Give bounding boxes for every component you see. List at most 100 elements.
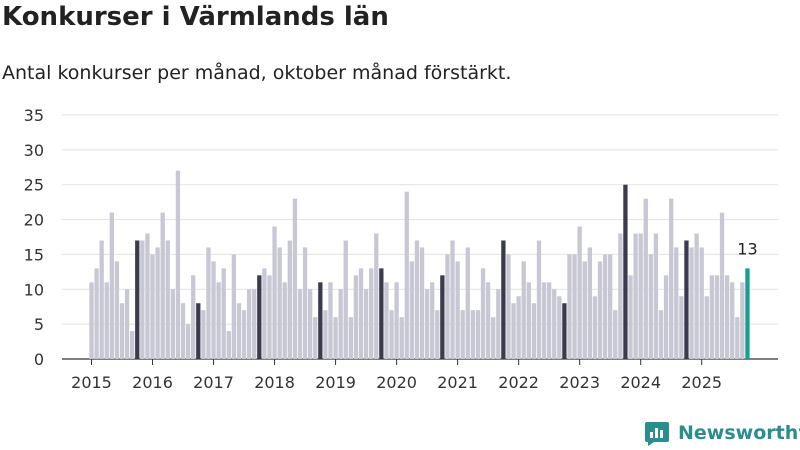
bar [455, 261, 460, 359]
bar [272, 226, 277, 359]
bar [435, 310, 440, 359]
bar [562, 303, 567, 359]
x-tick-label: 2020 [376, 373, 417, 392]
bar [547, 282, 552, 359]
bar [262, 268, 267, 359]
x-tick-label: 2025 [681, 373, 722, 392]
bar [730, 282, 735, 359]
bar [267, 275, 272, 359]
bar [302, 247, 308, 359]
bar [313, 317, 318, 359]
bar [206, 247, 211, 359]
bar [333, 317, 338, 359]
bar [577, 226, 582, 359]
x-tick-label: 2019 [315, 373, 356, 392]
bar [669, 198, 674, 359]
bar [292, 198, 298, 359]
bar [511, 303, 516, 359]
bar [714, 275, 720, 359]
bar [114, 261, 120, 359]
bar [745, 268, 750, 359]
bar [241, 310, 247, 359]
bar [724, 275, 730, 359]
bar [638, 233, 643, 359]
bar [608, 254, 613, 359]
bar [363, 289, 369, 359]
bar [740, 282, 745, 359]
bar [623, 184, 628, 359]
bar [124, 289, 130, 359]
bar [348, 317, 353, 359]
bar [191, 275, 196, 359]
bar [160, 212, 165, 359]
bar [602, 254, 608, 359]
bar [308, 289, 313, 359]
bar [196, 303, 201, 359]
bar [526, 282, 531, 359]
newsworthy-logo: Newsworthy [644, 420, 800, 446]
bar [409, 261, 415, 359]
bar [597, 261, 603, 359]
bar [328, 282, 333, 359]
bar [475, 310, 481, 359]
bar [465, 247, 470, 359]
bar [399, 317, 404, 359]
bar [592, 296, 598, 359]
bar [709, 275, 715, 359]
bar [735, 317, 740, 359]
bar [613, 310, 618, 359]
bar [582, 261, 587, 359]
bar [231, 254, 237, 359]
bar [496, 289, 501, 359]
bar [491, 317, 496, 359]
bar [282, 282, 287, 359]
y-tick-label: 15 [24, 245, 44, 264]
bar [648, 254, 653, 359]
bar [663, 275, 669, 359]
bar [450, 240, 455, 359]
y-tick-label: 35 [24, 106, 44, 125]
x-tick-label: 2021 [437, 373, 478, 392]
bar [369, 268, 374, 359]
x-tick-label: 2017 [193, 373, 234, 392]
bar [470, 310, 476, 359]
x-tick-label: 2015 [71, 373, 112, 392]
bar [704, 296, 709, 359]
bar [246, 289, 252, 359]
bar [165, 240, 170, 359]
newsworthy-logo-icon [645, 422, 669, 446]
bar [104, 282, 109, 359]
bar [424, 289, 430, 359]
bar [389, 310, 394, 359]
chart-subtitle: Antal konkurser per månad, oktober månad… [2, 62, 512, 84]
bar [414, 240, 420, 359]
bar [211, 261, 216, 359]
chart-title: Konkurser i Värmlands län [2, 2, 389, 32]
bar [536, 240, 542, 359]
bar [485, 282, 491, 359]
bar [430, 282, 435, 359]
bar [358, 268, 364, 359]
bar [521, 261, 526, 359]
bar [201, 310, 206, 359]
bar [541, 282, 547, 359]
y-tick-label: 5 [34, 315, 44, 334]
bar [119, 303, 125, 359]
bar [516, 296, 521, 359]
bar [221, 268, 226, 359]
bar [679, 296, 684, 359]
bar [460, 310, 465, 359]
bar [587, 247, 592, 359]
bar [572, 254, 577, 359]
brand-name: Newsworthy [678, 422, 800, 444]
bar [694, 233, 699, 359]
bar [506, 254, 511, 359]
bar [252, 289, 257, 359]
bar [567, 254, 572, 359]
bar [419, 247, 425, 359]
x-tick-label: 2016 [132, 373, 173, 392]
bar [323, 310, 328, 359]
bar [89, 282, 94, 359]
bar [94, 268, 99, 359]
